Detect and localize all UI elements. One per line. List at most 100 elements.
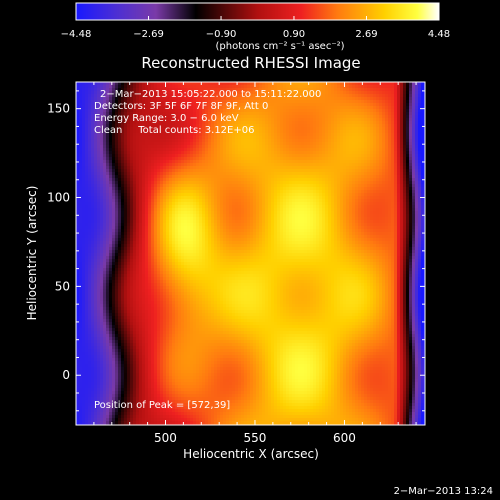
heatmap-cell — [244, 199, 247, 202]
heatmap-cell — [238, 175, 241, 178]
heatmap-cell — [121, 139, 124, 142]
heatmap-cell — [127, 205, 130, 208]
heatmap-cell — [361, 112, 364, 115]
heatmap-cell — [340, 112, 343, 115]
heatmap-cell — [379, 178, 382, 181]
heatmap-cell — [283, 193, 286, 196]
heatmap-cell — [247, 142, 250, 145]
heatmap-cell — [364, 202, 367, 205]
heatmap-cell — [406, 148, 409, 151]
heatmap-cell — [412, 169, 415, 172]
heatmap-cell — [373, 172, 376, 175]
heatmap-cell — [244, 136, 247, 139]
heatmap-cell — [301, 103, 304, 106]
heatmap-cell — [361, 136, 364, 139]
heatmap-cell — [274, 196, 277, 199]
heatmap-cell — [373, 199, 376, 202]
heatmap-cell — [217, 202, 220, 205]
heatmap-cell — [400, 85, 403, 88]
heatmap-cell — [421, 82, 424, 85]
heatmap-cell — [337, 202, 340, 205]
heatmap-cell — [88, 94, 91, 97]
heatmap-cell — [367, 88, 370, 91]
heatmap-cell — [286, 121, 289, 124]
heatmap-cell — [121, 190, 124, 193]
heatmap-cell — [91, 91, 94, 94]
heatmap-cell — [367, 193, 370, 196]
heatmap-cell — [286, 169, 289, 172]
heatmap-cell — [121, 166, 124, 169]
heatmap-cell — [403, 94, 406, 97]
heatmap-cell — [319, 193, 322, 196]
heatmap-cell — [163, 139, 166, 142]
heatmap-cell — [277, 175, 280, 178]
heatmap-cell — [307, 121, 310, 124]
heatmap-cell — [415, 172, 418, 175]
heatmap-cell — [115, 160, 118, 163]
heatmap-cell — [340, 175, 343, 178]
heatmap-cell — [376, 193, 379, 196]
heatmap-cell — [94, 178, 97, 181]
heatmap-cell — [406, 133, 409, 136]
heatmap-cell — [250, 145, 253, 148]
heatmap-cell — [175, 202, 178, 205]
heatmap-cell — [361, 124, 364, 127]
heatmap-cell — [79, 103, 82, 106]
heatmap-cell — [316, 112, 319, 115]
heatmap-cell — [364, 94, 367, 97]
heatmap-cell — [298, 142, 301, 145]
heatmap-cell — [277, 157, 280, 160]
heatmap-cell — [331, 97, 334, 100]
heatmap-cell — [82, 202, 85, 205]
heatmap-cell — [319, 154, 322, 157]
heatmap-cell — [124, 208, 127, 211]
heatmap-cell — [310, 85, 313, 88]
heatmap-cell — [127, 85, 130, 88]
heatmap-cell — [184, 205, 187, 208]
heatmap-cell — [292, 178, 295, 181]
heatmap-cell — [100, 178, 103, 181]
heatmap-cell — [301, 118, 304, 121]
heatmap-cell — [157, 196, 160, 199]
heatmap-cell — [388, 85, 391, 88]
heatmap-cell — [166, 172, 169, 175]
heatmap-cell — [94, 199, 97, 202]
heatmap-cell — [241, 205, 244, 208]
heatmap-cell — [385, 124, 388, 127]
heatmap-cell — [307, 151, 310, 154]
heatmap-cell — [382, 193, 385, 196]
heatmap-cell — [124, 178, 127, 181]
heatmap-cell — [397, 184, 400, 187]
heatmap-cell — [223, 187, 226, 190]
heatmap-cell — [316, 106, 319, 109]
heatmap-cell — [187, 172, 190, 175]
heatmap-cell — [196, 205, 199, 208]
heatmap-cell — [199, 148, 202, 151]
heatmap-cell — [103, 184, 106, 187]
heatmap-cell — [199, 160, 202, 163]
heatmap-cell — [364, 199, 367, 202]
heatmap-cell — [316, 181, 319, 184]
heatmap-cell — [79, 133, 82, 136]
heatmap-cell — [178, 145, 181, 148]
heatmap-cell — [109, 178, 112, 181]
heatmap-cell — [142, 169, 145, 172]
heatmap-cell — [394, 91, 397, 94]
heatmap-cell — [202, 157, 205, 160]
heatmap-cell — [394, 202, 397, 205]
heatmap-cell — [307, 112, 310, 115]
heatmap-cell — [334, 121, 337, 124]
heatmap-cell — [370, 169, 373, 172]
heatmap-cell — [256, 130, 259, 133]
heatmap-cell — [148, 136, 151, 139]
heatmap-cell — [187, 136, 190, 139]
heatmap-cell — [331, 85, 334, 88]
heatmap-cell — [166, 157, 169, 160]
heatmap-cell — [322, 169, 325, 172]
heatmap-cell — [304, 130, 307, 133]
heatmap-cell — [322, 196, 325, 199]
heatmap-cell — [421, 94, 424, 97]
heatmap-cell — [283, 157, 286, 160]
heatmap-cell — [382, 88, 385, 91]
heatmap-cell — [325, 193, 328, 196]
